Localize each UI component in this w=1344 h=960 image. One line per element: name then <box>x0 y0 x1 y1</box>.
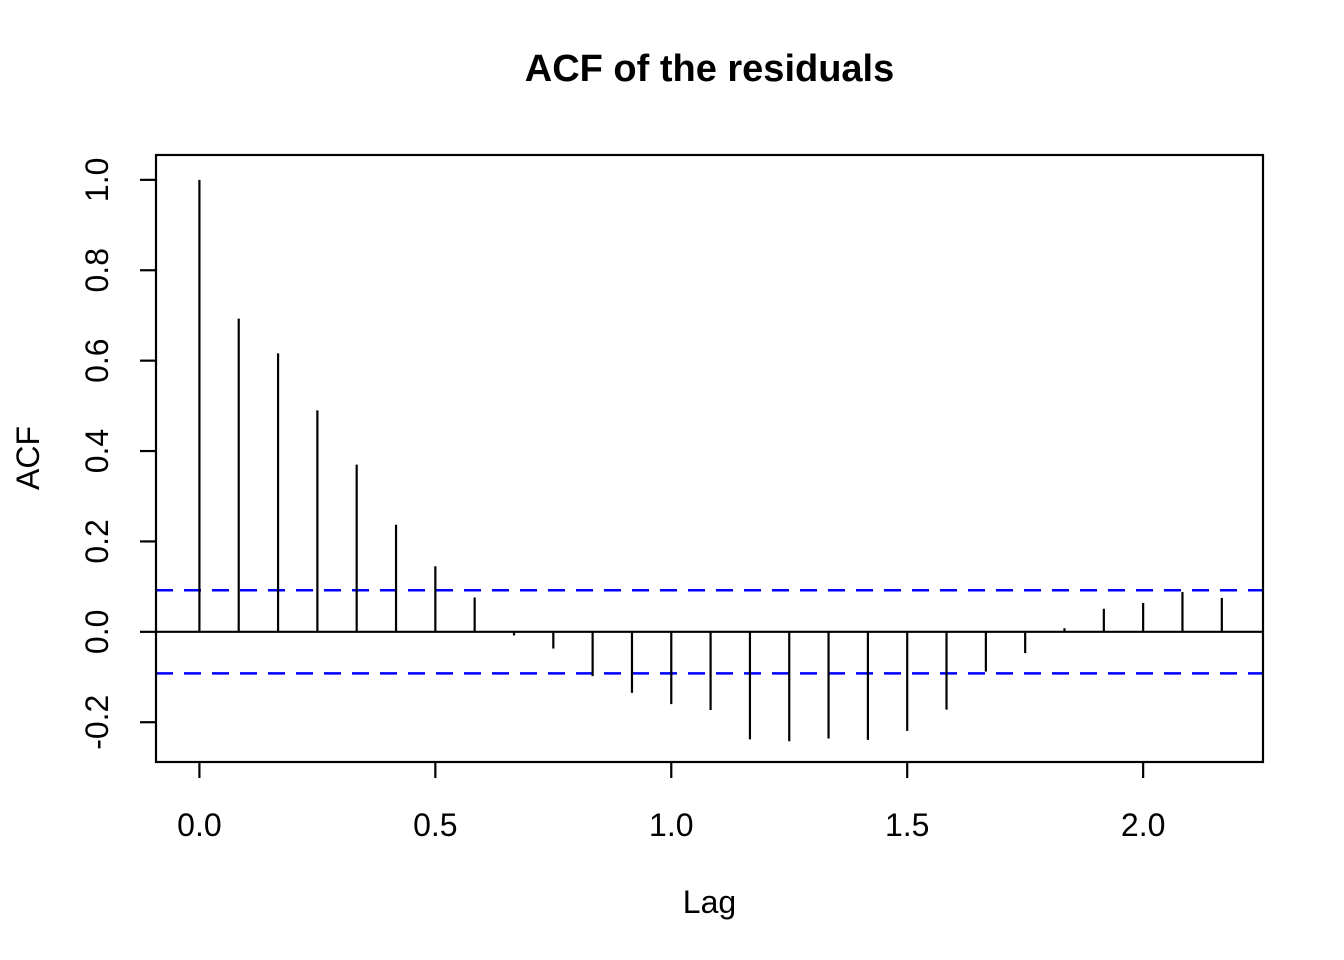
y-tick-label: 1.0 <box>79 158 115 202</box>
x-tick-label: 0.0 <box>177 807 221 843</box>
x-tick-label: 2.0 <box>1121 807 1165 843</box>
chart-title: ACF of the residuals <box>524 48 895 90</box>
y-axis-label: ACF <box>10 426 46 490</box>
y-tick-label: 0.6 <box>79 338 115 382</box>
y-tick-label: 0.2 <box>79 519 115 563</box>
y-tick-label: 0.4 <box>79 429 115 473</box>
y-tick-label: 0.8 <box>79 248 115 292</box>
y-tick-label: 0.0 <box>79 610 115 654</box>
x-tick-label: 1.0 <box>649 807 693 843</box>
x-tick-label: 1.5 <box>885 807 929 843</box>
x-tick-label: 0.5 <box>413 807 457 843</box>
x-axis-label: Lag <box>682 884 737 920</box>
y-tick-label: -0.2 <box>79 695 115 750</box>
plot-frame <box>154 153 1265 764</box>
